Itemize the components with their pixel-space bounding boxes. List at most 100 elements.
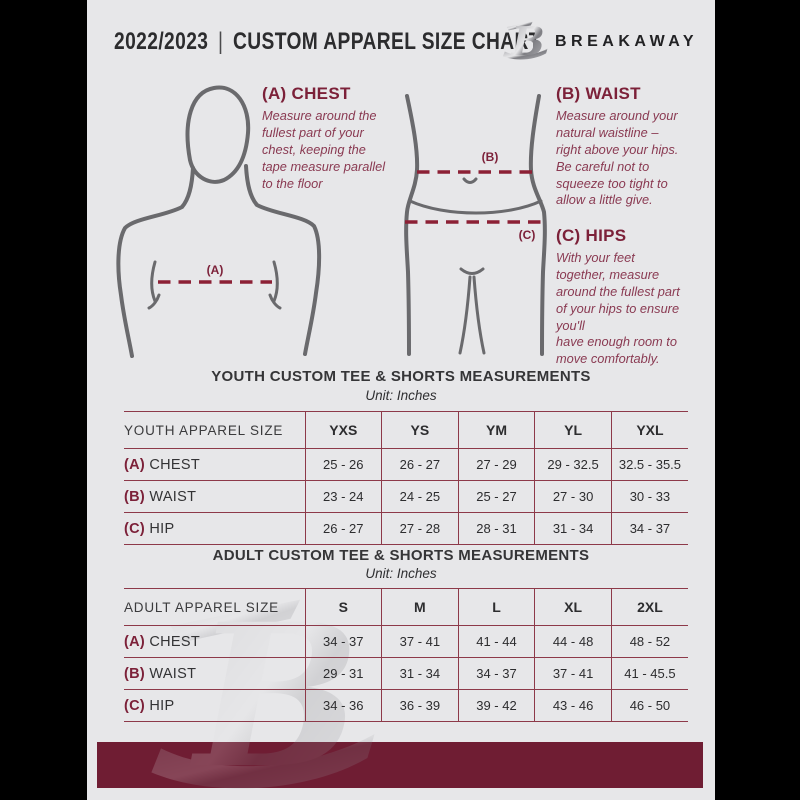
youth-hip-row: (C) HIP 26 - 27 27 - 28 28 - 31 31 - 34 …	[124, 512, 688, 545]
adult-size-table: ADULT APPAREL SIZE S M L XL 2XL (A) CHES…	[124, 588, 688, 722]
right-shoulder-arm-outline	[244, 164, 322, 356]
lower-body-figure	[404, 94, 548, 356]
table-cell: 36 - 39	[381, 689, 459, 722]
right-hip-leg-outline	[528, 94, 547, 356]
document-title: 2022/2023 | CUSTOM APPAREL SIZE CHART	[114, 28, 541, 56]
table-cell: 43 - 46	[534, 689, 612, 722]
adult-chest-row: (A) CHEST 34 - 37 37 - 41 41 - 44 44 - 4…	[124, 625, 688, 658]
youth-table-unit: Unit: Inches	[365, 388, 437, 403]
body-measurement-diagram	[116, 85, 548, 358]
youth-table-title: YOUTH CUSTOM TEE & SHORTS MEASUREMENTS	[211, 368, 591, 385]
adult-hip-label: (C) HIP	[124, 689, 305, 722]
table-cell: 26 - 27	[304, 512, 382, 545]
table-cell: 27 - 29	[457, 448, 535, 481]
chest-marker-label: (A)	[206, 263, 224, 277]
adult-size-m: M	[381, 588, 459, 626]
row-prefix: (C)	[124, 520, 146, 537]
row-prefix: (A)	[124, 456, 146, 473]
adult-size-column-header: ADULT APPAREL SIZE	[124, 588, 305, 626]
right-armpit-line	[272, 260, 279, 303]
table-cell: 44 - 48	[534, 625, 612, 658]
table-cell: 24 - 25	[381, 480, 459, 513]
row-name: WAIST	[149, 488, 197, 505]
hips-section-description: With your feet together, measure around …	[556, 250, 680, 367]
upper-body-figure	[116, 85, 322, 358]
youth-header-row: YOUTH APPAREL SIZE YXS YS YM YL YXL	[124, 411, 688, 449]
table-cell: 27 - 30	[534, 480, 612, 513]
navel-mark	[462, 177, 478, 184]
youth-size-column-header: YOUTH APPAREL SIZE	[124, 411, 305, 449]
adult-waist-row: (B) WAIST 29 - 31 31 - 34 34 - 37 37 - 4…	[124, 657, 688, 690]
youth-chest-label: (A) CHEST	[124, 448, 305, 481]
table-cell: 39 - 42	[457, 689, 535, 722]
row-prefix: (B)	[124, 665, 146, 682]
brand-name: BREAKAWAY	[555, 33, 699, 50]
page-title: CUSTOM APPAREL SIZE CHART	[232, 28, 541, 55]
table-cell: 34 - 37	[610, 512, 688, 545]
inner-left-leg-line	[458, 275, 472, 355]
youth-size-yxs: YXS	[304, 411, 382, 449]
youth-waist-label: (B) WAIST	[124, 480, 305, 513]
table-cell: 23 - 24	[304, 480, 382, 513]
hip-curve	[408, 199, 543, 215]
table-cell: 29 - 31	[304, 657, 382, 690]
title-divider: |	[217, 28, 224, 55]
adult-size-l: L	[457, 588, 535, 626]
youth-waist-row: (B) WAIST 23 - 24 24 - 25 25 - 27 27 - 3…	[124, 480, 688, 513]
table-cell: 29 - 32.5	[534, 448, 612, 481]
table-cell: 34 - 37	[457, 657, 535, 690]
adult-waist-label: (B) WAIST	[124, 657, 305, 690]
adult-header-row: ADULT APPAREL SIZE S M L XL 2XL	[124, 588, 688, 626]
adult-chest-label: (A) CHEST	[124, 625, 305, 658]
youth-size-yl: YL	[534, 411, 612, 449]
inner-right-leg-line	[472, 275, 486, 355]
table-cell: 46 - 50	[610, 689, 688, 722]
row-prefix: (B)	[124, 488, 146, 505]
adult-size-xl: XL	[534, 588, 612, 626]
youth-size-ys: YS	[381, 411, 459, 449]
table-cell: 48 - 52	[610, 625, 688, 658]
table-cell: 31 - 34	[381, 657, 459, 690]
breakaway-logo-icon	[502, 18, 548, 64]
waist-marker-label: (B)	[481, 150, 499, 164]
size-chart-page: 2022/2023 | CUSTOM APPAREL SIZE CHART BREA…	[87, 0, 715, 800]
left-armpit-flick	[147, 293, 161, 310]
row-name: HIP	[149, 697, 175, 714]
chest-section-heading: (A) CHEST	[262, 84, 351, 103]
adult-table-title: ADULT CUSTOM TEE & SHORTS MEASUREMENTS	[212, 547, 590, 564]
head-outline	[185, 85, 251, 184]
hips-marker-label: (C)	[518, 228, 536, 242]
adult-size-2xl: 2XL	[610, 588, 688, 626]
row-name: CHEST	[149, 456, 201, 473]
row-prefix: (A)	[124, 633, 146, 650]
edition-label: 2022/2023	[114, 28, 209, 55]
table-cell: 31 - 34	[534, 512, 612, 545]
right-armpit-flick	[268, 293, 282, 310]
table-cell: 27 - 28	[381, 512, 459, 545]
waist-section-heading: (B) WAIST	[556, 84, 641, 103]
left-armpit-line	[150, 260, 157, 303]
hips-section-heading: (C) HIPS	[556, 226, 627, 245]
table-cell: 41 - 44	[457, 625, 535, 658]
youth-chest-row: (A) CHEST 25 - 26 26 - 27 27 - 29 29 - 3…	[124, 448, 688, 481]
chest-section-description: Measure around the fullest part of your …	[262, 108, 386, 191]
row-name: HIP	[149, 520, 175, 537]
adult-hip-row: (C) HIP 34 - 36 36 - 39 39 - 42 43 - 46 …	[124, 689, 688, 722]
left-shoulder-arm-outline	[116, 166, 195, 358]
table-cell: 32.5 - 35.5	[610, 448, 688, 481]
waist-section-description: Measure around your natural waistline – …	[556, 108, 679, 208]
table-cell: 34 - 37	[304, 625, 382, 658]
row-prefix: (C)	[124, 697, 146, 714]
youth-size-table: YOUTH APPAREL SIZE YXS YS YM YL YXL (A) …	[124, 411, 688, 545]
youth-hip-label: (C) HIP	[124, 512, 305, 545]
adult-size-s: S	[304, 588, 382, 626]
table-cell: 28 - 31	[457, 512, 535, 545]
table-cell: 41 - 45.5	[610, 657, 688, 690]
crotch-curve	[459, 267, 485, 275]
youth-size-yxl: YXL	[610, 411, 688, 449]
table-cell: 37 - 41	[381, 625, 459, 658]
row-name: CHEST	[149, 633, 201, 650]
table-cell: 37 - 41	[534, 657, 612, 690]
row-name: WAIST	[149, 665, 197, 682]
